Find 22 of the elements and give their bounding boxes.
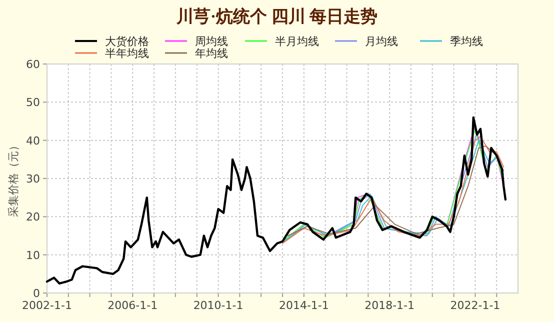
- legend-label: 周均线: [195, 35, 228, 48]
- y-tick-label: 60: [26, 58, 40, 71]
- y-tick-label: 40: [26, 134, 40, 148]
- y-tick-label: 50: [26, 96, 40, 110]
- x-tick-label: 2002-1-1: [22, 299, 72, 312]
- legend-label: 大货价格: [105, 35, 149, 48]
- y-tick-label: 30: [26, 172, 40, 186]
- x-tick-label: 2018-1-1: [364, 299, 415, 312]
- legend-label: 半月均线: [275, 35, 319, 48]
- x-tick-label: 2006-1-1: [108, 299, 158, 312]
- x-tick-label: 2010-1-1: [193, 299, 244, 312]
- y-tick-label: 10: [26, 248, 40, 262]
- y-tick-label: 20: [26, 210, 40, 224]
- legend-label: 年均线: [195, 47, 228, 60]
- legend-label: 半年均线: [105, 47, 149, 60]
- y-axis-title: 采集价格（元）: [7, 140, 20, 217]
- y-tick-label: 0: [33, 287, 40, 300]
- legend-label: 月均线: [365, 35, 398, 48]
- legend-label: 季均线: [450, 35, 483, 48]
- chart-title: 川芎·炕统个 四川 每日走势: [175, 7, 378, 26]
- x-tick-label: 2022-1-1: [450, 299, 500, 312]
- x-tick-label: 2014-1-1: [278, 299, 329, 312]
